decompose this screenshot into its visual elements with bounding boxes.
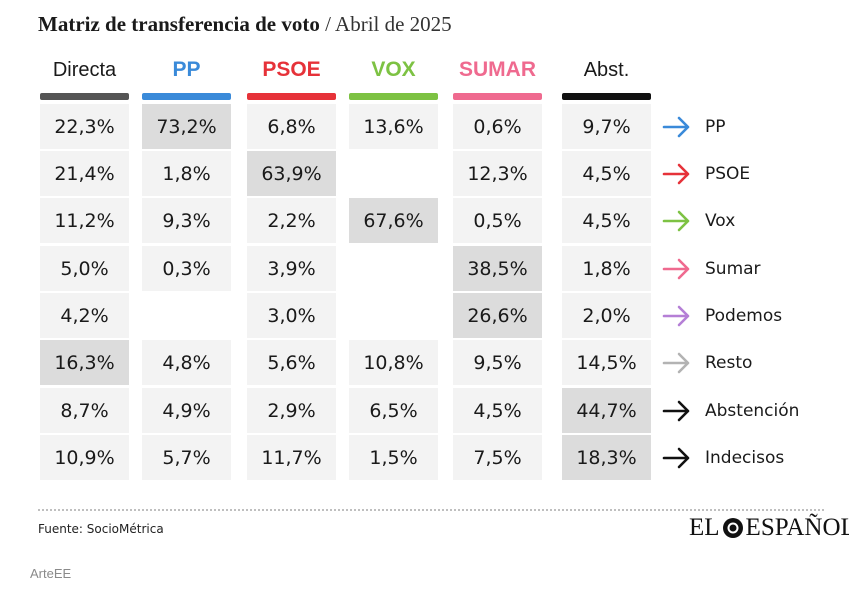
matrix-cell: 13,6% (349, 104, 438, 149)
column-color-bar (453, 93, 542, 100)
matrix-cell: 5,6% (247, 340, 336, 385)
matrix-cell: 0,3% (142, 246, 231, 291)
matrix-cell: 2,9% (247, 388, 336, 433)
matrix-cell: 67,6% (349, 198, 438, 243)
row-label-text: PP (705, 116, 726, 137)
row-label: Podemos (662, 293, 782, 338)
matrix-cell: 1,8% (142, 151, 231, 196)
column-header: SUMAR (459, 58, 536, 81)
credit-note: ArteEE (30, 566, 72, 581)
column-header: Abst. (583, 59, 630, 81)
matrix-cell: 0,6% (453, 104, 542, 149)
row-label: Resto (662, 340, 752, 385)
matrix-cell: 16,3% (40, 340, 129, 385)
row-label: Indecisos (662, 435, 784, 480)
row-label: Sumar (662, 246, 761, 291)
row-label-text: Podemos (705, 305, 783, 326)
row-label: PP (662, 104, 726, 149)
matrix-cell: 14,5% (562, 340, 651, 385)
matrix-cell: 9,5% (453, 340, 542, 385)
column-color-bar (349, 93, 438, 100)
arrow-right-icon (662, 400, 690, 421)
column-header: VOX (371, 58, 416, 81)
matrix-cell: 4,2% (40, 293, 129, 338)
matrix-cell: 2,2% (247, 198, 336, 243)
chart-title: Matriz de transferencia de voto / Abril … (38, 12, 452, 37)
matrix-cell (349, 246, 438, 291)
matrix-cell: 7,5% (453, 435, 542, 480)
matrix-cell: 0,5% (453, 198, 542, 243)
column-color-bar (562, 93, 651, 100)
column-header: PSOE (262, 58, 321, 81)
arrow-right-icon (662, 258, 690, 279)
column-header: PP (172, 58, 201, 81)
row-label-text: Vox (705, 210, 736, 231)
source-note: Fuente: SocioMétrica (38, 522, 164, 536)
row-label-text: Indecisos (705, 447, 785, 468)
matrix-cell: 4,5% (562, 198, 651, 243)
matrix-cell: 4,5% (453, 388, 542, 433)
chart-title-date: / Abril de 2025 (325, 12, 452, 36)
footer-divider (38, 509, 824, 511)
row-label-text: PSOE (705, 163, 751, 184)
row-label-text: Sumar (705, 258, 761, 279)
matrix-cell (349, 151, 438, 196)
matrix-cell: 63,9% (247, 151, 336, 196)
matrix-cell: 38,5% (453, 246, 542, 291)
matrix-cell: 4,8% (142, 340, 231, 385)
arrow-right-icon (662, 116, 690, 137)
matrix-cell: 6,8% (247, 104, 336, 149)
matrix-cell: 11,2% (40, 198, 129, 243)
matrix-cell: 18,3% (562, 435, 651, 480)
arrow-right-icon (662, 210, 690, 231)
matrix-cell: 8,7% (40, 388, 129, 433)
logo-text-espanol: ESPAÑOL (745, 514, 849, 541)
matrix-cell: 44,7% (562, 388, 651, 433)
matrix-cell: 2,0% (562, 293, 651, 338)
matrix-cell: 3,9% (247, 246, 336, 291)
row-label-text: Abstención (705, 400, 800, 421)
matrix-cell: 4,9% (142, 388, 231, 433)
matrix-cell: 26,6% (453, 293, 542, 338)
matrix-cell (349, 293, 438, 338)
row-label: PSOE (662, 151, 750, 196)
arrow-right-icon (662, 163, 690, 184)
chart-title-main: Matriz de transferencia de voto (38, 12, 320, 36)
matrix-cell: 1,5% (349, 435, 438, 480)
matrix-cell: 21,4% (40, 151, 129, 196)
arrow-right-icon (662, 447, 690, 468)
arrow-right-icon (662, 352, 690, 373)
lion-icon (722, 518, 743, 538)
matrix-cell: 1,8% (562, 246, 651, 291)
matrix-cell: 3,0% (247, 293, 336, 338)
matrix-cell: 6,5% (349, 388, 438, 433)
row-label-text: Resto (705, 352, 753, 373)
matrix-cell: 9,7% (562, 104, 651, 149)
el-espanol-logo[interactable]: EL ESPAÑOL (689, 514, 849, 542)
matrix-cell: 73,2% (142, 104, 231, 149)
matrix-cell: 12,3% (453, 151, 542, 196)
column-color-bar (40, 93, 129, 100)
logo-text-el: EL (689, 514, 720, 541)
matrix-cell: 10,8% (349, 340, 438, 385)
row-label: Vox (662, 198, 735, 243)
column-header: Directa (52, 59, 117, 81)
column-color-bar (247, 93, 336, 100)
matrix-cell: 5,0% (40, 246, 129, 291)
matrix-cell: 11,7% (247, 435, 336, 480)
matrix-cell (142, 293, 231, 338)
column-color-bar (142, 93, 231, 100)
matrix-cell: 5,7% (142, 435, 231, 480)
matrix-cell: 4,5% (562, 151, 651, 196)
arrow-right-icon (662, 305, 690, 326)
row-label: Abstención (662, 388, 799, 433)
matrix-cell: 9,3% (142, 198, 231, 243)
matrix-cell: 22,3% (40, 104, 129, 149)
matrix-cell: 10,9% (40, 435, 129, 480)
